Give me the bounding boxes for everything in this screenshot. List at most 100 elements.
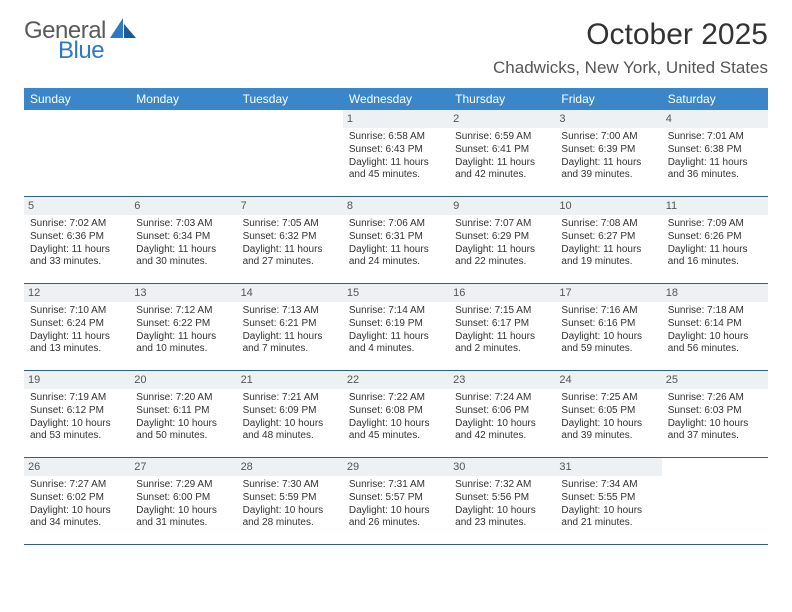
- day-number: 16: [449, 284, 555, 302]
- sunrise-text: Sunrise: 7:20 AM: [136, 392, 230, 405]
- calendar-cell: 11 Sunrise: 7:09 AMSunset: 6:26 PMDayligh…: [662, 197, 768, 283]
- day-number: 10: [555, 197, 661, 215]
- dl1-text: Daylight: 11 hours: [455, 331, 549, 344]
- sunset-text: Sunset: 6:24 PM: [30, 318, 124, 331]
- sunset-text: Sunset: 6:31 PM: [349, 231, 443, 244]
- dl2-text: and 24 minutes.: [349, 256, 443, 269]
- day-number: 31: [555, 458, 661, 476]
- day-number: 6: [130, 197, 236, 215]
- calendar-week-row: 26Sunrise: 7:27 AMSunset: 6:02 PMDayligh…: [24, 458, 768, 545]
- calendar-cell: [237, 110, 343, 196]
- day-number: 27: [130, 458, 236, 476]
- sunrise-text: Sunrise: 6:58 AM: [349, 131, 443, 144]
- dl2-text: and 2 minutes.: [455, 343, 549, 356]
- sunset-text: Sunset: 6:29 PM: [455, 231, 549, 244]
- dl2-text: and 59 minutes.: [561, 343, 655, 356]
- dl1-text: Daylight: 11 hours: [243, 244, 337, 257]
- sunrise-text: Sunrise: 6:59 AM: [455, 131, 549, 144]
- sunset-text: Sunset: 6:08 PM: [349, 405, 443, 418]
- col-monday: Monday: [130, 88, 236, 110]
- day-number: 24: [555, 371, 661, 389]
- calendar-cell: 23Sunrise: 7:24 AMSunset: 6:06 PMDayligh…: [449, 371, 555, 457]
- dl2-text: and 42 minutes.: [455, 169, 549, 182]
- dl1-text: Daylight: 10 hours: [561, 505, 655, 518]
- day-number: 19: [24, 371, 130, 389]
- dl2-text: and 28 minutes.: [243, 517, 337, 530]
- dl2-text: and 19 minutes.: [561, 256, 655, 269]
- page-title: October 2025: [493, 18, 768, 52]
- sunrise-text: Sunrise: 7:26 AM: [668, 392, 762, 405]
- sunrise-text: Sunrise: 7:22 AM: [349, 392, 443, 405]
- dl2-text: and 50 minutes.: [136, 430, 230, 443]
- col-sunday: Sunday: [24, 88, 130, 110]
- calendar-cell: 20Sunrise: 7:20 AMSunset: 6:11 PMDayligh…: [130, 371, 236, 457]
- sunrise-text: Sunrise: 7:01 AM: [668, 131, 762, 144]
- sunrise-text: Sunrise: 7:02 AM: [30, 218, 124, 231]
- calendar-cell: 13Sunrise: 7:12 AMSunset: 6:22 PMDayligh…: [130, 284, 236, 370]
- dl1-text: Daylight: 11 hours: [561, 157, 655, 170]
- sunset-text: Sunset: 6:02 PM: [30, 492, 124, 505]
- day-number: 28: [237, 458, 343, 476]
- sunrise-text: Sunrise: 7:08 AM: [561, 218, 655, 231]
- dl1-text: Daylight: 10 hours: [668, 418, 762, 431]
- calendar-week-row: 12Sunrise: 7:10 AMSunset: 6:24 PMDayligh…: [24, 284, 768, 371]
- dl1-text: Daylight: 11 hours: [668, 244, 762, 257]
- calendar-cell: [24, 110, 130, 196]
- dl1-text: Daylight: 10 hours: [455, 418, 549, 431]
- dl1-text: Daylight: 10 hours: [136, 505, 230, 518]
- sunrise-text: Sunrise: 7:06 AM: [349, 218, 443, 231]
- dl2-text: and 33 minutes.: [30, 256, 124, 269]
- calendar-cell: 1Sunrise: 6:58 AMSunset: 6:43 PMDaylight…: [343, 110, 449, 196]
- day-number: 15: [343, 284, 449, 302]
- sunset-text: Sunset: 6:03 PM: [668, 405, 762, 418]
- title-block: October 2025 Chadwicks, New York, United…: [493, 18, 768, 78]
- sunrise-text: Sunrise: 7:13 AM: [243, 305, 337, 318]
- sunset-text: Sunset: 6:22 PM: [136, 318, 230, 331]
- sunset-text: Sunset: 6:26 PM: [668, 231, 762, 244]
- dl2-text: and 45 minutes.: [349, 169, 443, 182]
- dl2-text: and 27 minutes.: [243, 256, 337, 269]
- day-number: 21: [237, 371, 343, 389]
- sunrise-text: Sunrise: 7:16 AM: [561, 305, 655, 318]
- dl1-text: Daylight: 11 hours: [136, 244, 230, 257]
- day-number: 12: [24, 284, 130, 302]
- day-number: 22: [343, 371, 449, 389]
- sunrise-text: Sunrise: 7:31 AM: [349, 479, 443, 492]
- dl2-text: and 23 minutes.: [455, 517, 549, 530]
- dl1-text: Daylight: 10 hours: [30, 418, 124, 431]
- brand-logo: General Blue: [24, 18, 136, 61]
- dl2-text: and 4 minutes.: [349, 343, 443, 356]
- dl1-text: Daylight: 10 hours: [561, 331, 655, 344]
- calendar-cell: 19Sunrise: 7:19 AMSunset: 6:12 PMDayligh…: [24, 371, 130, 457]
- sunrise-text: Sunrise: 7:30 AM: [243, 479, 337, 492]
- day-number: 13: [130, 284, 236, 302]
- sunrise-text: Sunrise: 7:09 AM: [668, 218, 762, 231]
- col-tuesday: Tuesday: [237, 88, 343, 110]
- day-number: 1: [343, 110, 449, 128]
- sunset-text: Sunset: 6:11 PM: [136, 405, 230, 418]
- col-saturday: Saturday: [662, 88, 768, 110]
- calendar-cell: 26Sunrise: 7:27 AMSunset: 6:02 PMDayligh…: [24, 458, 130, 544]
- calendar-cell: 30Sunrise: 7:32 AMSunset: 5:56 PMDayligh…: [449, 458, 555, 544]
- dl1-text: Daylight: 10 hours: [30, 505, 124, 518]
- dl1-text: Daylight: 11 hours: [243, 331, 337, 344]
- day-number: 11: [662, 197, 768, 215]
- day-number: 23: [449, 371, 555, 389]
- sunset-text: Sunset: 6:00 PM: [136, 492, 230, 505]
- calendar-cell: 18Sunrise: 7:18 AMSunset: 6:14 PMDayligh…: [662, 284, 768, 370]
- sunset-text: Sunset: 6:19 PM: [349, 318, 443, 331]
- day-number: 5: [24, 197, 130, 215]
- day-number: 26: [24, 458, 130, 476]
- sunset-text: Sunset: 5:55 PM: [561, 492, 655, 505]
- dl1-text: Daylight: 11 hours: [30, 331, 124, 344]
- dl1-text: Daylight: 11 hours: [668, 157, 762, 170]
- calendar-cell: 14Sunrise: 7:13 AMSunset: 6:21 PMDayligh…: [237, 284, 343, 370]
- day-number: 9: [449, 197, 555, 215]
- sunrise-text: Sunrise: 7:10 AM: [30, 305, 124, 318]
- day-number: 2: [449, 110, 555, 128]
- sunset-text: Sunset: 6:06 PM: [455, 405, 549, 418]
- calendar-cell: 27Sunrise: 7:29 AMSunset: 6:00 PMDayligh…: [130, 458, 236, 544]
- dl2-text: and 10 minutes.: [136, 343, 230, 356]
- location-subtitle: Chadwicks, New York, United States: [493, 58, 768, 78]
- sunset-text: Sunset: 6:36 PM: [30, 231, 124, 244]
